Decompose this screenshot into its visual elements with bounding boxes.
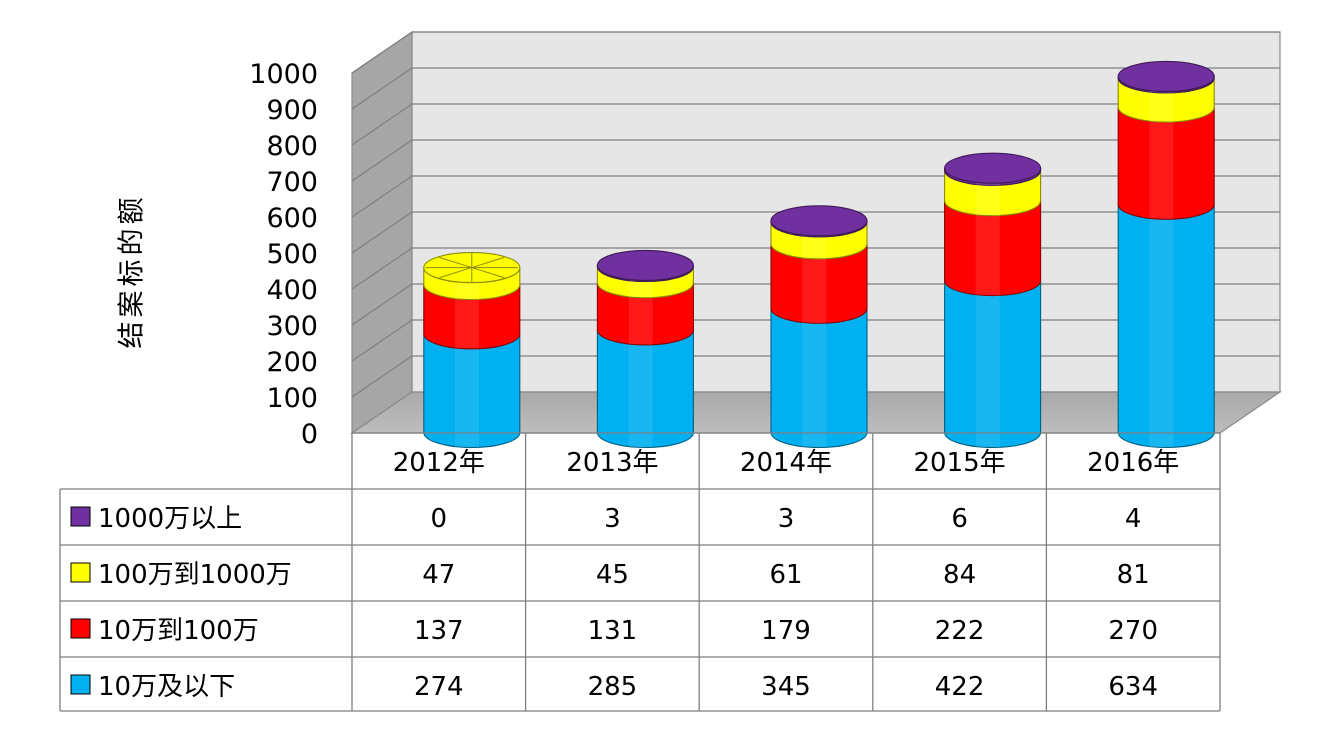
y-axis-label-char: 案 <box>117 291 148 318</box>
data-label: 61 <box>769 560 802 590</box>
legend-key <box>70 562 91 583</box>
bar-top-ray <box>471 267 505 279</box>
y-tick-label: 700 <box>266 167 318 198</box>
x-tick-label: 2012年 <box>393 448 485 478</box>
data-label: 345 <box>761 672 811 702</box>
bar-stack <box>596 249 694 448</box>
data-label: 84 <box>943 560 976 590</box>
data-label: 81 <box>1117 560 1150 590</box>
data-label: 222 <box>935 616 985 646</box>
bar-highlight <box>975 214 1000 296</box>
bar-highlight <box>975 294 1000 448</box>
y-axis-label-char: 结 <box>117 322 148 349</box>
gridline-side <box>351 283 413 326</box>
bar-stack <box>1117 60 1215 448</box>
gridline-side <box>351 139 413 182</box>
table-row: 1000万以上 0 3 3 6 4 <box>70 504 1142 534</box>
bar-highlight <box>802 322 827 448</box>
bar-stack <box>770 205 868 448</box>
y-tick-label: 800 <box>266 131 318 162</box>
y-axis-label-char: 额 <box>117 198 148 225</box>
data-label: 274 <box>414 672 464 702</box>
gridline-side <box>351 31 413 74</box>
data-label: 4 <box>1125 504 1142 534</box>
y-axis-label-char: 的 <box>117 229 148 256</box>
legend-key <box>70 618 91 639</box>
data-label: 0 <box>431 504 448 534</box>
bar-top-ray <box>439 256 472 269</box>
x-tick-label: 2013年 <box>566 448 658 478</box>
table-row: 100万到1000万 47 45 61 84 81 <box>70 560 1150 590</box>
legend-label: 100万到1000万 <box>98 560 292 590</box>
gridline-side <box>351 355 413 398</box>
data-label: 285 <box>588 672 638 702</box>
legend-key <box>70 674 91 695</box>
data-label: 6 <box>951 504 968 534</box>
data-label: 422 <box>935 672 985 702</box>
gridline-side <box>351 103 413 146</box>
bar-highlight <box>1149 91 1174 122</box>
data-label: 270 <box>1108 616 1158 646</box>
x-tick-label: 2014年 <box>740 448 832 478</box>
y-tick-label: 100 <box>266 383 318 414</box>
bar-highlight <box>455 347 479 448</box>
legend-label: 1000万以上 <box>98 504 242 534</box>
data-label: 137 <box>414 616 464 646</box>
y-axis-label-char: 标 <box>117 260 148 287</box>
legend-label: 10万到100万 <box>98 616 259 646</box>
bar-highlight <box>628 280 653 298</box>
gridline-side <box>351 67 413 110</box>
bar-stack <box>423 252 521 448</box>
gridline-side <box>351 211 413 254</box>
bar-highlight <box>1149 121 1174 220</box>
data-label: 45 <box>596 560 629 590</box>
bar-top-ray <box>439 267 472 279</box>
bar-top <box>1117 60 1215 92</box>
data-label: 3 <box>778 504 795 534</box>
bar-top <box>596 249 694 281</box>
table-row: 10万到100万 137 131 179 222 270 <box>70 616 1158 646</box>
bar-stack <box>944 152 1042 448</box>
y-tick-label: 600 <box>266 203 318 234</box>
legend-key <box>70 506 91 527</box>
bar-highlight <box>975 184 1000 216</box>
data-label: 3 <box>604 504 621 534</box>
x-tick-label: 2016年 <box>1087 448 1179 478</box>
y-tick-label: 400 <box>266 275 318 306</box>
bar-highlight <box>628 343 653 448</box>
bar-top <box>770 205 868 237</box>
data-label: 634 <box>1108 672 1158 702</box>
bar-top-ray <box>471 256 505 269</box>
gridline-side <box>351 247 413 290</box>
bar-highlight <box>455 281 479 300</box>
data-label: 179 <box>761 616 811 646</box>
gridline-side <box>351 319 413 362</box>
y-tick-label: 200 <box>266 347 318 378</box>
data-label: 131 <box>588 616 638 646</box>
gridline-side <box>351 175 413 218</box>
legend-label: 10万及以下 <box>98 672 235 702</box>
bars <box>423 60 1215 448</box>
y-tick-label: 1000 <box>249 59 318 90</box>
table-row: 10万及以下 274 285 345 422 634 <box>70 672 1158 702</box>
data-label: 47 <box>422 560 455 590</box>
y-tick-label: 300 <box>266 311 318 342</box>
bar-top <box>944 152 1042 184</box>
bar-highlight <box>802 257 827 324</box>
bar-highlight <box>628 296 653 345</box>
bar-highlight <box>455 298 479 349</box>
bar-highlight <box>802 235 827 259</box>
y-tick-label: 900 <box>266 95 318 126</box>
bar-highlight <box>1149 218 1174 448</box>
x-tick-label: 2015年 <box>914 448 1006 478</box>
y-tick-label: 500 <box>266 239 318 270</box>
y-tick-label: 0 <box>301 419 318 450</box>
